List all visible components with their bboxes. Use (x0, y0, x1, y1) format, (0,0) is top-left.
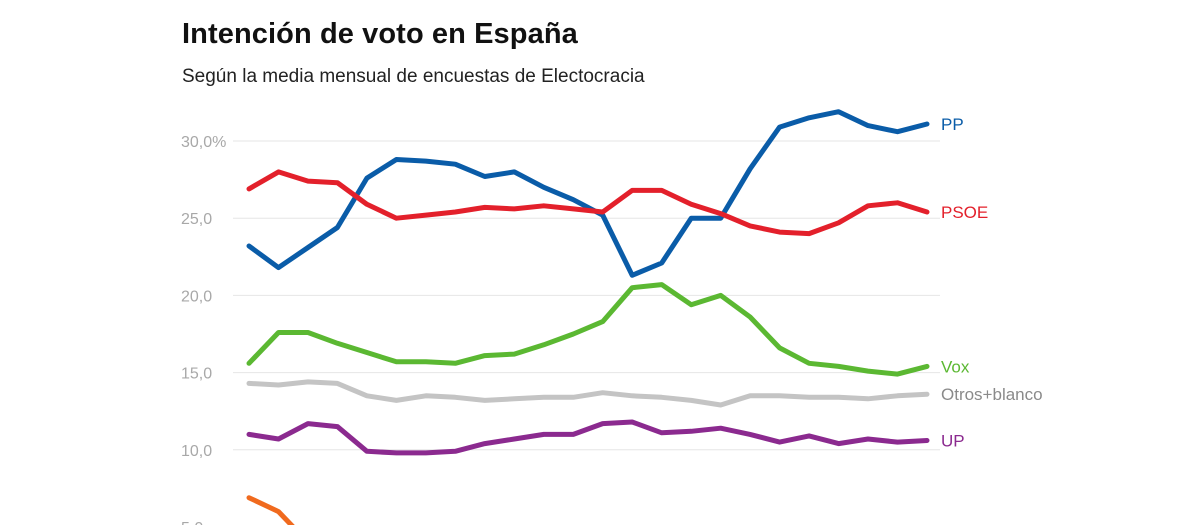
chart-subtitle: Según la media mensual de encuestas de E… (182, 66, 645, 87)
series-label-vox: Vox (941, 357, 970, 376)
y-tick-label: 20,0 (181, 288, 212, 305)
gridlines: 30,0% 25,0 20,0 15,0 10,0 5,0 (181, 134, 940, 525)
y-tick-label: 15,0 (181, 366, 212, 383)
series-label-otros-blanco: Otros+blanco (941, 385, 1043, 404)
series-line-vox (246, 282, 930, 377)
series-line-cs (246, 495, 295, 525)
series-line-pp (246, 109, 930, 278)
series-label-psoe: PSOE (941, 203, 988, 222)
y-tick-label: 25,0 (181, 211, 212, 228)
series-line-up (246, 419, 930, 456)
series-lines (246, 109, 930, 525)
y-tick-label: 10,0 (181, 443, 212, 460)
series-label-pp: PP (941, 115, 964, 134)
series-label-up: UP (941, 432, 965, 451)
y-tick-label: 5,0 (181, 520, 203, 525)
series-labels: PP PSOE Vox Otros+blanco UP (941, 115, 1043, 451)
series-line-psoe (246, 169, 930, 237)
chart-title: Intención de voto en España (182, 18, 578, 50)
series-line-otros-blanco (246, 379, 930, 408)
y-tick-label: 30,0% (181, 134, 226, 151)
